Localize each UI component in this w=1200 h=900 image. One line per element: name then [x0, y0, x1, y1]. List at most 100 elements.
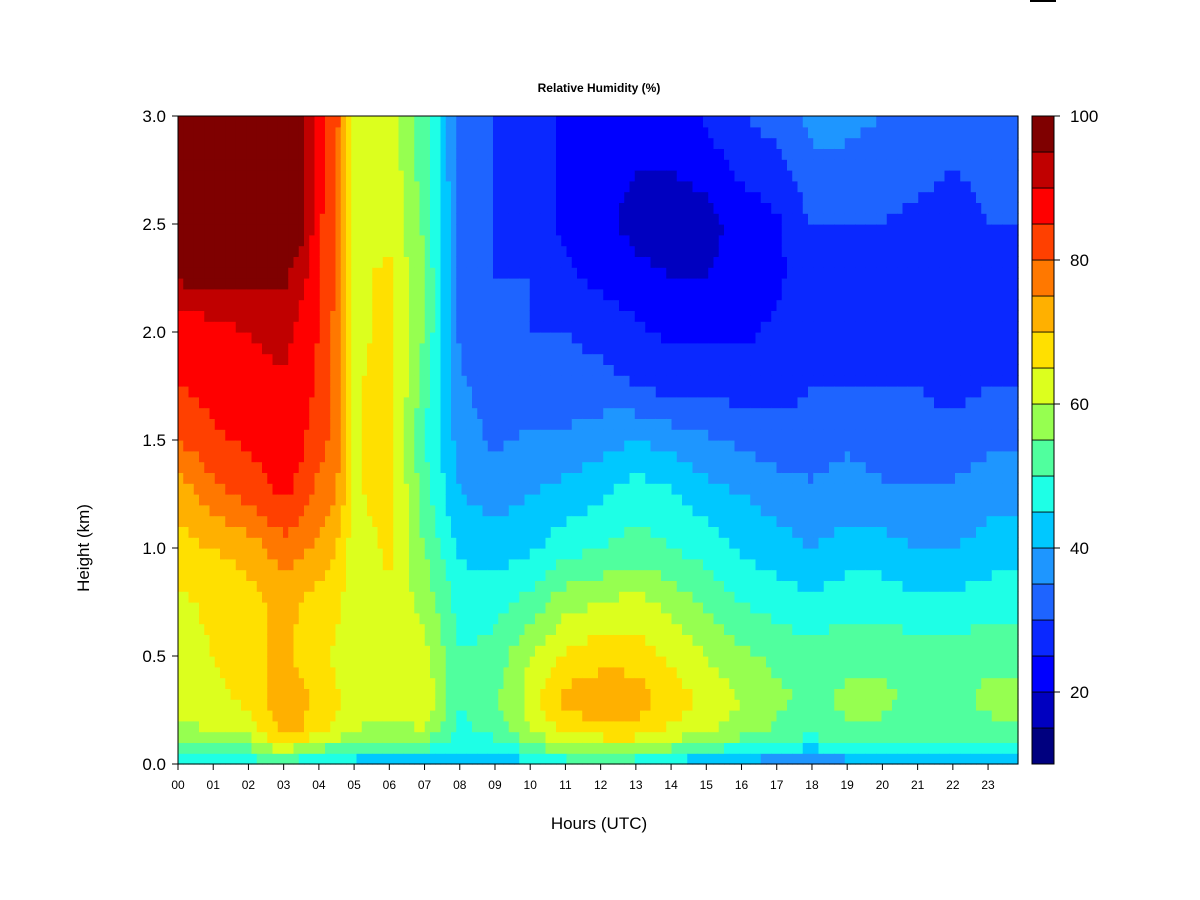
- heatmap-cell: [288, 537, 295, 549]
- heatmap-cell: [556, 710, 562, 722]
- heatmap-cell: [288, 213, 295, 225]
- heatmap-cell: [293, 407, 300, 419]
- heatmap-cell: [314, 407, 321, 419]
- heatmap-cell: [524, 353, 531, 365]
- heatmap-cell: [566, 396, 573, 409]
- heatmap-cell: [304, 440, 310, 452]
- heatmap-cell: [424, 494, 431, 506]
- heatmap-cell: [445, 180, 452, 193]
- heatmap-cell: [256, 472, 263, 484]
- heatmap-cell: [566, 515, 573, 527]
- heatmap-cell: [472, 310, 478, 322]
- heatmap-cell: [598, 483, 604, 495]
- heatmap-cell: [566, 699, 573, 711]
- heatmap-cell: [267, 267, 274, 279]
- heatmap-cell: [283, 591, 289, 603]
- heatmap-cell: [608, 256, 615, 268]
- heatmap-cell: [566, 386, 573, 398]
- heatmap-cell: [477, 310, 484, 322]
- heatmap-cell: [283, 234, 289, 247]
- heatmap-cell: [262, 472, 268, 484]
- heatmap-cell: [519, 580, 526, 592]
- heatmap-cell: [272, 332, 279, 344]
- heatmap-cell: [456, 645, 463, 657]
- heatmap-cell: [598, 245, 604, 257]
- heatmap-cell: [529, 245, 536, 257]
- heatmap-cell: [524, 731, 531, 743]
- heatmap-cell: [498, 126, 505, 139]
- heatmap-cell: [235, 267, 242, 279]
- heatmap-cell: [214, 137, 221, 149]
- heatmap-cell: [451, 720, 457, 733]
- heatmap-cell: [456, 191, 463, 203]
- heatmap-cell: [377, 332, 384, 344]
- heatmap-cell: [288, 288, 295, 301]
- heatmap-cell: [393, 666, 400, 679]
- heatmap-cell: [361, 386, 368, 398]
- heatmap-cell: [456, 504, 463, 517]
- heatmap-cell: [519, 137, 526, 149]
- heatmap-cell: [419, 321, 426, 333]
- heatmap-cell: [335, 688, 342, 700]
- heatmap-cell: [256, 407, 263, 419]
- heatmap-cell: [445, 310, 452, 322]
- heatmap-cell: [571, 267, 578, 279]
- heatmap-cell: [183, 591, 190, 603]
- heatmap-cell: [482, 364, 489, 376]
- heatmap-cell: [487, 126, 494, 139]
- heatmap-cell: [183, 483, 190, 495]
- heatmap-cell: [288, 137, 295, 149]
- heatmap-cell: [403, 645, 410, 657]
- heatmap-cell: [456, 634, 463, 646]
- heatmap-cell: [529, 429, 536, 441]
- heatmap-cell: [477, 321, 484, 333]
- heatmap-cell: [414, 375, 421, 387]
- heatmap-cell: [550, 213, 557, 225]
- heatmap-cell: [503, 353, 510, 365]
- heatmap-cell: [256, 396, 263, 409]
- heatmap-cell: [466, 299, 473, 311]
- heatmap-cell: [256, 267, 263, 279]
- heatmap-cell: [230, 396, 237, 409]
- heatmap-cell: [214, 342, 221, 355]
- heatmap-cell: [529, 504, 536, 517]
- heatmap-cell: [582, 742, 589, 754]
- heatmap-cell: [277, 170, 284, 182]
- heatmap-cell: [346, 666, 352, 679]
- heatmap-cell: [262, 731, 268, 743]
- heatmap-cell: [508, 353, 515, 365]
- heatmap-cell: [603, 548, 610, 560]
- heatmap-cell: [613, 623, 620, 635]
- heatmap-cell: [188, 515, 195, 527]
- heatmap-cell: [477, 137, 484, 149]
- heatmap-cell: [414, 170, 421, 182]
- heatmap-cell: [566, 645, 573, 657]
- heatmap-cell: [561, 299, 568, 311]
- heatmap-cell: [235, 180, 242, 193]
- heatmap-cell: [304, 666, 310, 679]
- heatmap-cell: [251, 548, 258, 560]
- heatmap-cell: [272, 375, 279, 387]
- heatmap-cell: [235, 159, 242, 171]
- heatmap-cell: [519, 332, 526, 344]
- heatmap-cell: [377, 310, 384, 322]
- heatmap-cell: [566, 137, 573, 149]
- heatmap-cell: [608, 645, 615, 657]
- heatmap-cell: [314, 364, 321, 376]
- heatmap-cell: [482, 461, 489, 473]
- heatmap-cell: [503, 126, 510, 139]
- heatmap-cell: [556, 332, 562, 344]
- heatmap-cell: [524, 753, 531, 765]
- heatmap-cell: [419, 656, 426, 668]
- heatmap-cell: [230, 688, 237, 700]
- heatmap-cell: [340, 375, 347, 387]
- heatmap-cell: [288, 234, 295, 247]
- heatmap-cell: [577, 623, 583, 635]
- heatmap-cell: [571, 515, 578, 527]
- heatmap-cell: [188, 569, 195, 581]
- heatmap-cell: [445, 299, 452, 311]
- heatmap-cell: [466, 699, 473, 711]
- heatmap-cell: [277, 332, 284, 344]
- heatmap-cell: [419, 396, 426, 409]
- heatmap-cell: [377, 645, 384, 657]
